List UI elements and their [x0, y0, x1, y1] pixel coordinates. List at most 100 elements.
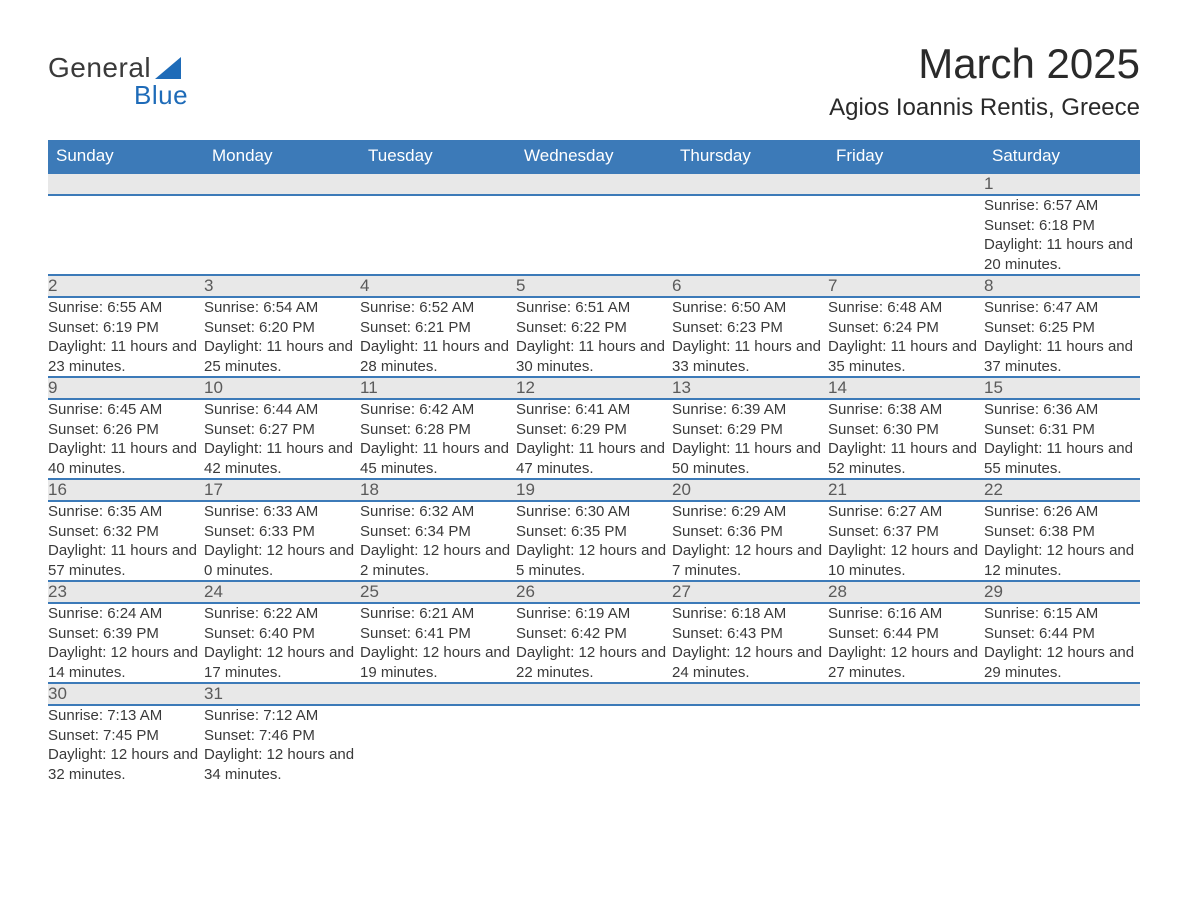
day-details: Sunrise: 6:29 AMSunset: 6:36 PMDaylight:…	[672, 501, 828, 581]
day-details: Sunrise: 6:51 AMSunset: 6:22 PMDaylight:…	[516, 297, 672, 377]
sunrise-line: Sunrise: 6:15 AM	[984, 604, 1140, 624]
empty-day	[204, 173, 360, 195]
sunset-line: Sunset: 6:39 PM	[48, 624, 204, 644]
sunrise-line: Sunrise: 6:42 AM	[360, 400, 516, 420]
sunrise-line: Sunrise: 6:30 AM	[516, 502, 672, 522]
empty-day	[672, 173, 828, 195]
sunset-line: Sunset: 6:27 PM	[204, 420, 360, 440]
sunset-line: Sunset: 7:45 PM	[48, 726, 204, 746]
week-daynum-row: 16171819202122	[48, 479, 1140, 501]
day-number: 23	[48, 581, 204, 603]
sunset-line: Sunset: 6:43 PM	[672, 624, 828, 644]
sunrise-line: Sunrise: 6:52 AM	[360, 298, 516, 318]
day-details: Sunrise: 6:18 AMSunset: 6:43 PMDaylight:…	[672, 603, 828, 683]
day-number: 16	[48, 479, 204, 501]
daylight-line: Daylight: 12 hours and 17 minutes.	[204, 643, 360, 682]
sunset-line: Sunset: 6:28 PM	[360, 420, 516, 440]
sunset-line: Sunset: 6:42 PM	[516, 624, 672, 644]
brand-triangle-icon	[155, 57, 181, 79]
sunset-line: Sunset: 6:44 PM	[984, 624, 1140, 644]
sunset-line: Sunset: 6:41 PM	[360, 624, 516, 644]
empty-day	[48, 173, 204, 195]
day-number: 26	[516, 581, 672, 603]
sunrise-line: Sunrise: 6:35 AM	[48, 502, 204, 522]
daylight-line: Daylight: 12 hours and 2 minutes.	[360, 541, 516, 580]
sunrise-line: Sunrise: 6:57 AM	[984, 196, 1140, 216]
day-header: Saturday	[984, 140, 1140, 173]
day-details: Sunrise: 6:30 AMSunset: 6:35 PMDaylight:…	[516, 501, 672, 581]
sunrise-line: Sunrise: 6:39 AM	[672, 400, 828, 420]
day-number: 29	[984, 581, 1140, 603]
empty-day	[360, 705, 516, 784]
daylight-line: Daylight: 12 hours and 10 minutes.	[828, 541, 984, 580]
sunset-line: Sunset: 6:19 PM	[48, 318, 204, 338]
sunset-line: Sunset: 6:32 PM	[48, 522, 204, 542]
week-detail-row: Sunrise: 6:57 AMSunset: 6:18 PMDaylight:…	[48, 195, 1140, 275]
day-details: Sunrise: 6:26 AMSunset: 6:38 PMDaylight:…	[984, 501, 1140, 581]
sunset-line: Sunset: 6:34 PM	[360, 522, 516, 542]
sunset-line: Sunset: 6:36 PM	[672, 522, 828, 542]
calendar-table: SundayMondayTuesdayWednesdayThursdayFrid…	[48, 140, 1140, 784]
daylight-line: Daylight: 12 hours and 27 minutes.	[828, 643, 984, 682]
daylight-line: Daylight: 12 hours and 5 minutes.	[516, 541, 672, 580]
daylight-line: Daylight: 11 hours and 52 minutes.	[828, 439, 984, 478]
day-number: 13	[672, 377, 828, 399]
sunset-line: Sunset: 6:24 PM	[828, 318, 984, 338]
day-details: Sunrise: 6:32 AMSunset: 6:34 PMDaylight:…	[360, 501, 516, 581]
week-detail-row: Sunrise: 6:55 AMSunset: 6:19 PMDaylight:…	[48, 297, 1140, 377]
empty-day	[828, 195, 984, 275]
sunrise-line: Sunrise: 6:33 AM	[204, 502, 360, 522]
week-daynum-row: 9101112131415	[48, 377, 1140, 399]
day-number: 8	[984, 275, 1140, 297]
empty-day	[516, 705, 672, 784]
day-number: 24	[204, 581, 360, 603]
day-details: Sunrise: 6:45 AMSunset: 6:26 PMDaylight:…	[48, 399, 204, 479]
empty-day	[516, 195, 672, 275]
day-number: 28	[828, 581, 984, 603]
week-daynum-row: 2345678	[48, 275, 1140, 297]
calendar-header-row: SundayMondayTuesdayWednesdayThursdayFrid…	[48, 140, 1140, 173]
day-header: Monday	[204, 140, 360, 173]
daylight-line: Daylight: 11 hours and 33 minutes.	[672, 337, 828, 376]
daylight-line: Daylight: 12 hours and 29 minutes.	[984, 643, 1140, 682]
sunrise-line: Sunrise: 6:24 AM	[48, 604, 204, 624]
daylight-line: Daylight: 11 hours and 55 minutes.	[984, 439, 1140, 478]
day-details: Sunrise: 6:27 AMSunset: 6:37 PMDaylight:…	[828, 501, 984, 581]
day-number: 19	[516, 479, 672, 501]
daylight-line: Daylight: 12 hours and 7 minutes.	[672, 541, 828, 580]
sunrise-line: Sunrise: 6:27 AM	[828, 502, 984, 522]
sunrise-line: Sunrise: 6:54 AM	[204, 298, 360, 318]
day-details: Sunrise: 6:47 AMSunset: 6:25 PMDaylight:…	[984, 297, 1140, 377]
day-header: Friday	[828, 140, 984, 173]
sunrise-line: Sunrise: 6:22 AM	[204, 604, 360, 624]
daylight-line: Daylight: 11 hours and 42 minutes.	[204, 439, 360, 478]
daylight-line: Daylight: 12 hours and 0 minutes.	[204, 541, 360, 580]
sunset-line: Sunset: 6:23 PM	[672, 318, 828, 338]
daylight-line: Daylight: 11 hours and 50 minutes.	[672, 439, 828, 478]
day-details: Sunrise: 7:13 AMSunset: 7:45 PMDaylight:…	[48, 705, 204, 784]
brand-word-2: Blue	[134, 80, 188, 111]
daylight-line: Daylight: 11 hours and 47 minutes.	[516, 439, 672, 478]
sunrise-line: Sunrise: 6:36 AM	[984, 400, 1140, 420]
day-number: 17	[204, 479, 360, 501]
sunrise-line: Sunrise: 6:26 AM	[984, 502, 1140, 522]
sunrise-line: Sunrise: 6:16 AM	[828, 604, 984, 624]
week-daynum-row: 1	[48, 173, 1140, 195]
day-details: Sunrise: 6:48 AMSunset: 6:24 PMDaylight:…	[828, 297, 984, 377]
day-details: Sunrise: 6:35 AMSunset: 6:32 PMDaylight:…	[48, 501, 204, 581]
empty-day	[516, 173, 672, 195]
empty-day	[204, 195, 360, 275]
sunrise-line: Sunrise: 7:12 AM	[204, 706, 360, 726]
day-number: 3	[204, 275, 360, 297]
sunset-line: Sunset: 6:37 PM	[828, 522, 984, 542]
day-number: 1	[984, 173, 1140, 195]
day-number: 14	[828, 377, 984, 399]
sunset-line: Sunset: 6:31 PM	[984, 420, 1140, 440]
daylight-line: Daylight: 11 hours and 40 minutes.	[48, 439, 204, 478]
sunset-line: Sunset: 7:46 PM	[204, 726, 360, 746]
daylight-line: Daylight: 11 hours and 25 minutes.	[204, 337, 360, 376]
daylight-line: Daylight: 11 hours and 30 minutes.	[516, 337, 672, 376]
brand-logo: General Blue	[48, 52, 188, 111]
sunset-line: Sunset: 6:38 PM	[984, 522, 1140, 542]
sunrise-line: Sunrise: 6:41 AM	[516, 400, 672, 420]
